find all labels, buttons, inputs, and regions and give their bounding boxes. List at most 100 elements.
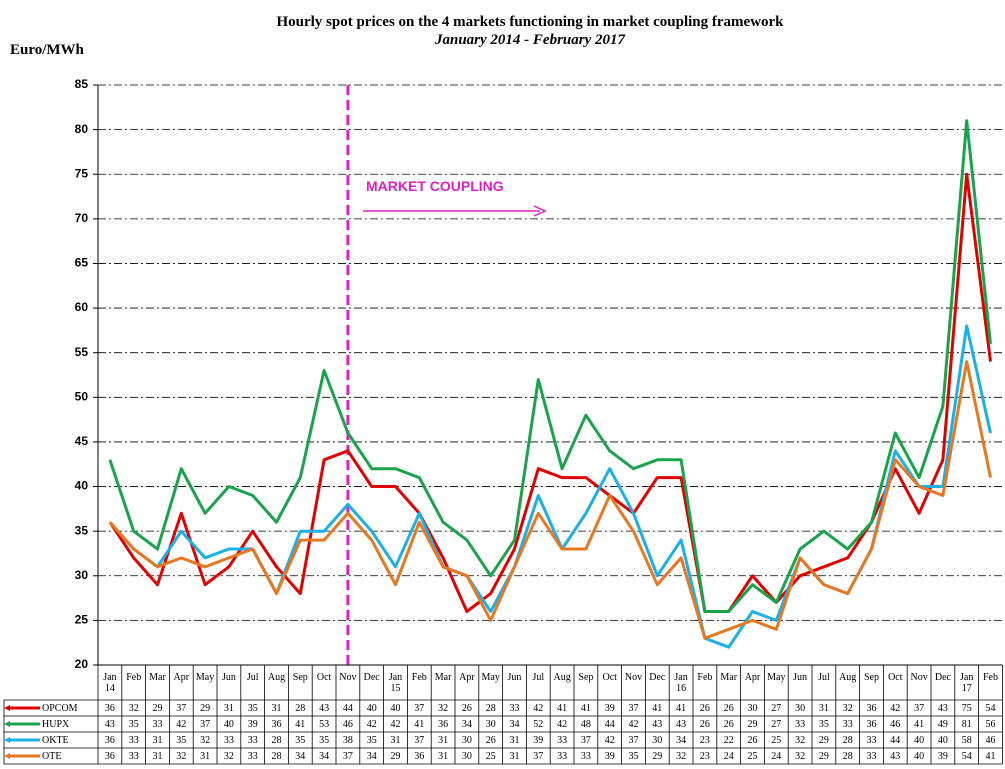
table-value: 37 — [414, 735, 425, 746]
table-value: 29 — [747, 719, 758, 730]
table-value: 28 — [271, 751, 282, 762]
table-value: 36 — [414, 751, 425, 762]
table-value: 42 — [890, 703, 901, 714]
table-value: 33 — [128, 751, 139, 762]
table-value: 28 — [295, 703, 306, 714]
table-value: 43 — [890, 751, 901, 762]
table-value: 31 — [152, 751, 163, 762]
table-value: 56 — [985, 719, 996, 730]
table-value: 26 — [747, 735, 758, 746]
table-value: 32 — [128, 703, 139, 714]
table-value: 42 — [628, 719, 639, 730]
table-value: 35 — [247, 703, 258, 714]
table-value: 35 — [128, 719, 139, 730]
table-value: 29 — [390, 751, 401, 762]
y-tick-label: 65 — [75, 256, 89, 270]
legend-label: OTE — [42, 751, 62, 762]
legend-swatch-tip — [4, 705, 10, 711]
table-value: 33 — [842, 719, 853, 730]
table-value: 32 — [438, 703, 449, 714]
y-tick-label: 50 — [75, 389, 89, 403]
table-value: 31 — [200, 751, 211, 762]
table-value: 33 — [795, 719, 806, 730]
table-value: 37 — [628, 735, 639, 746]
x-tick-label: Dec — [649, 672, 666, 683]
y-tick-label: 30 — [75, 568, 89, 582]
table-value: 54 — [961, 751, 972, 762]
x-tick-label: Nov — [339, 672, 357, 683]
y-tick-label: 35 — [75, 523, 89, 537]
table-value: 43 — [652, 719, 663, 730]
table-value: 42 — [390, 719, 401, 730]
x-tick-label: Jul — [532, 672, 545, 683]
table-value: 41 — [914, 719, 925, 730]
table-value: 25 — [485, 751, 496, 762]
table-value: 30 — [795, 703, 806, 714]
table-value: 26 — [723, 719, 734, 730]
legend-label: OPCOM — [42, 703, 78, 714]
table-value: 31 — [223, 703, 234, 714]
table-value: 40 — [914, 751, 925, 762]
x-tick-label: Jan 15 — [388, 672, 403, 694]
x-tick-label: May — [481, 672, 500, 683]
x-tick-label: Jun — [793, 672, 808, 683]
table-value: 27 — [771, 703, 782, 714]
table-value: 33 — [152, 719, 163, 730]
table-value: 33 — [866, 751, 877, 762]
table-value: 34 — [366, 751, 377, 762]
table-value: 33 — [580, 751, 591, 762]
table-value: 27 — [771, 719, 782, 730]
y-tick-label: 25 — [75, 613, 89, 627]
table-value: 36 — [104, 703, 115, 714]
x-tick-label: Dec — [934, 672, 951, 683]
table-value: 32 — [176, 751, 187, 762]
table-value: 33 — [557, 751, 568, 762]
x-tick-label: Oct — [316, 672, 332, 683]
coupling-arrowhead — [533, 205, 547, 217]
y-tick-label: 40 — [75, 479, 89, 493]
table-value: 31 — [438, 735, 449, 746]
table-value: 28 — [842, 751, 853, 762]
chart-title: Hourly spot prices on the 4 markets func… — [276, 14, 784, 30]
x-tick-label: Aug — [553, 672, 571, 683]
table-value: 31 — [509, 751, 520, 762]
y-axis-label: Euro/MWh — [10, 42, 84, 58]
table-value: 34 — [461, 719, 472, 730]
table-value: 32 — [842, 703, 853, 714]
table-value: 30 — [485, 719, 496, 730]
table-value: 42 — [557, 719, 568, 730]
table-value: 58 — [961, 735, 972, 746]
table-value: 42 — [604, 735, 615, 746]
table-value: 28 — [271, 735, 282, 746]
table-value: 29 — [152, 703, 163, 714]
table-value: 39 — [533, 735, 544, 746]
table-value: 33 — [509, 703, 520, 714]
table-value: 39 — [247, 719, 258, 730]
table-value: 36 — [271, 719, 282, 730]
table-value: 44 — [342, 703, 353, 714]
table-value: 43 — [937, 703, 948, 714]
x-tick-label: Jan 14 — [103, 672, 117, 694]
table-value: 36 — [438, 719, 449, 730]
table-value: 40 — [390, 703, 401, 714]
table-value: 37 — [414, 703, 425, 714]
y-tick-label: 55 — [75, 345, 89, 359]
x-tick-label: Nov — [624, 672, 643, 683]
table-value: 42 — [366, 719, 377, 730]
table-value: 29 — [818, 751, 829, 762]
x-tick-label: Sep — [863, 672, 879, 683]
table-value: 26 — [699, 703, 710, 714]
x-tick-label: Jan 17 — [960, 672, 974, 694]
table-value: 31 — [438, 751, 449, 762]
table-value: 32 — [676, 751, 687, 762]
table-value: 33 — [247, 751, 258, 762]
table-value: 36 — [104, 735, 115, 746]
x-tick-label: Mar — [720, 672, 738, 683]
chart-subtitle: January 2014 - February 2017 — [434, 32, 625, 48]
table-value: 32 — [200, 735, 211, 746]
table-value: 24 — [771, 751, 782, 762]
table-value: 36 — [104, 751, 115, 762]
table-value: 40 — [366, 703, 377, 714]
table-value: 35 — [176, 735, 187, 746]
